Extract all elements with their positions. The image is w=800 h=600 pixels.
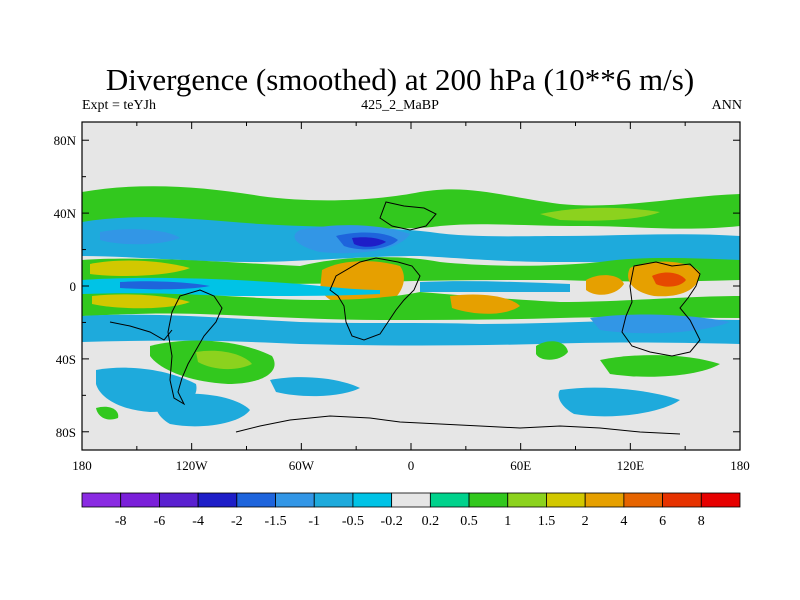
colorbar-swatch [584, 492, 625, 508]
contour-southern-ocean-green-1 [600, 355, 720, 377]
colorbar-swatch [700, 492, 741, 508]
colorbar-swatch [352, 492, 393, 508]
x-tick-label: 120E [617, 458, 645, 473]
x-tick-label: 180 [72, 458, 92, 473]
contour-equatorial-red-west-pacific [652, 272, 686, 287]
experiment-label: Expt = teYJh [82, 98, 156, 113]
contour-equatorial-dark-stripe [120, 281, 210, 290]
coast-north-america [109, 321, 173, 341]
contour-north-light-green [540, 207, 660, 221]
contour-south-yellow-pacific [92, 294, 190, 309]
contour-north-deep-blue [352, 237, 386, 247]
colorbar-level-label: 0.5 [460, 514, 478, 529]
colorbar-swatch [159, 492, 199, 508]
x-tick-label: 0 [408, 458, 415, 473]
x-tick-label: 120W [176, 458, 209, 473]
x-tick-label: 60W [289, 458, 315, 473]
colorbar-swatch [236, 492, 276, 508]
colorbar-level-label: -0.2 [381, 514, 403, 529]
contour-east-equatorial-blue [420, 281, 570, 292]
colorbar-swatch [81, 492, 122, 508]
colorbar-swatch [468, 492, 509, 508]
colorbar-level-label: -8 [115, 514, 127, 529]
x-tick-label: 60E [510, 458, 531, 473]
colorbar-swatch [313, 492, 354, 508]
colorbar-level-label: 6 [659, 514, 666, 529]
colorbar-swatch [197, 492, 238, 508]
colorbar-level-label: 2 [582, 514, 589, 529]
contour-north-blue-band [82, 217, 740, 263]
contour-equatorial-green [82, 257, 740, 284]
colorbar-level-label: 8 [698, 514, 705, 529]
contour-southern-ocean-blue-3 [270, 377, 360, 397]
colorbar-level-label: -2 [231, 514, 243, 529]
coast-asia-australia [621, 261, 701, 357]
contour-pacific-blue-cell [100, 229, 180, 245]
colorbar-level-label: -6 [154, 514, 166, 529]
colorbar-swatch [275, 492, 315, 508]
colorbar-level-label: 1 [504, 514, 511, 529]
colorbar-level-label: -4 [192, 514, 204, 529]
axes: 180 120W 60W 0 60E 120E 180 80N 40N 0 40S 80S [54, 122, 750, 473]
contour-south-green-band [82, 292, 740, 320]
colorbar-swatch [391, 492, 431, 508]
y-tick-label: 80N [54, 133, 77, 148]
contour-fill-layer [82, 186, 740, 427]
contour-southern-ocean-green-2 [96, 406, 119, 420]
coastlines [109, 201, 701, 435]
colorbar-swatch [507, 492, 547, 508]
colorbar-swatch [546, 492, 586, 508]
case-label: 425_2_MaBP [361, 98, 439, 113]
y-tick-label: 80S [56, 425, 76, 440]
colorbar-level-label: -1.5 [264, 514, 286, 529]
colorbar-level-label: -1 [308, 514, 320, 529]
colorbar-level-label: -0.5 [342, 514, 364, 529]
contour-south-blue-band [82, 314, 740, 346]
coast-antarctica [235, 415, 681, 435]
colorbar-swatch [662, 492, 702, 508]
colorbar-level-label: 4 [620, 514, 627, 529]
colorbar-level-label: 1.5 [538, 514, 556, 529]
contour-equatorial-yellow-pacific [90, 260, 190, 276]
coast-africa [329, 257, 421, 341]
chart-title: Divergence (smoothed) at 200 hPa (10**6 … [105, 62, 695, 97]
colorbar-level-label: 0.2 [422, 514, 440, 529]
contour-south-orange-atlantic [450, 294, 520, 314]
y-tick-label: 40S [56, 352, 76, 367]
y-tick-label: 0 [70, 279, 77, 294]
colorbar-swatch [623, 492, 663, 508]
contour-south-atlantic-green [536, 341, 568, 360]
y-tick-label: 40N [54, 206, 77, 221]
coast-south-america [167, 289, 223, 406]
coast-europe [379, 201, 437, 231]
x-tick-label: 180 [730, 458, 750, 473]
colorbar-swatch [429, 492, 470, 508]
contour-equatorial-orange-indian [586, 275, 624, 295]
colorbar: -8 -6 -4 -2 -1.5 -1 -0.5 -0.2 0.2 0.5 1 1.5 2 4 6 8 [81, 492, 741, 529]
contour-south-pacific-green-inner [196, 350, 252, 370]
colorbar-swatch [120, 492, 160, 508]
contour-southern-ocean-blue-4 [558, 387, 680, 417]
season-label: ANN [711, 98, 742, 113]
